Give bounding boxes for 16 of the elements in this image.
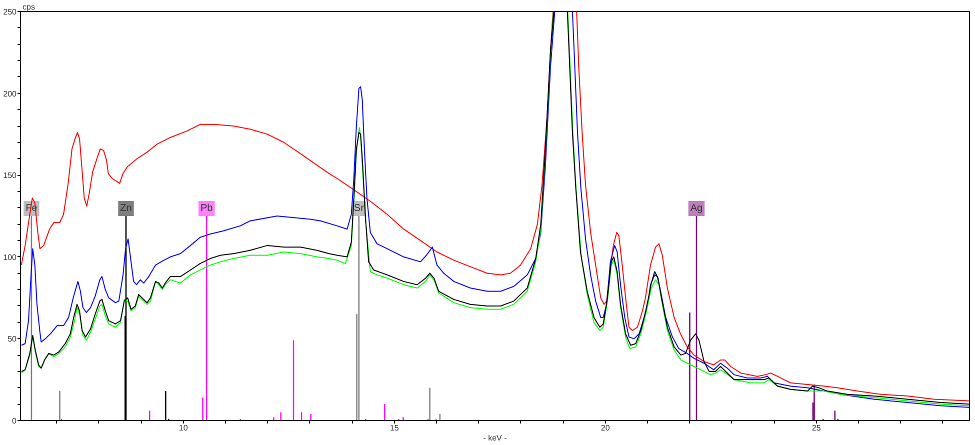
x-tick-label: 20 (600, 424, 610, 432)
x-tick-label: 15 (390, 424, 400, 432)
ref-line-label: Sr (354, 203, 365, 214)
y-tick-label: 150 (3, 171, 18, 180)
ref-line-label: Pb (200, 203, 214, 214)
ref-line-label: Ag (690, 203, 703, 214)
y-tick-label: 50 (8, 334, 18, 344)
y-tick-label: 250 (3, 8, 18, 16)
x-tick-label: 25 (812, 424, 822, 432)
x-axis-title: - keV - (483, 434, 508, 442)
y-tick-label: 200 (3, 89, 18, 98)
y-tick-label: 0 (12, 416, 18, 426)
y-axis-title: cps (22, 2, 35, 12)
x-tick-label: 10 (178, 424, 188, 432)
ref-line-label: Zn (120, 203, 132, 214)
y-tick-label: 100 (3, 252, 18, 262)
